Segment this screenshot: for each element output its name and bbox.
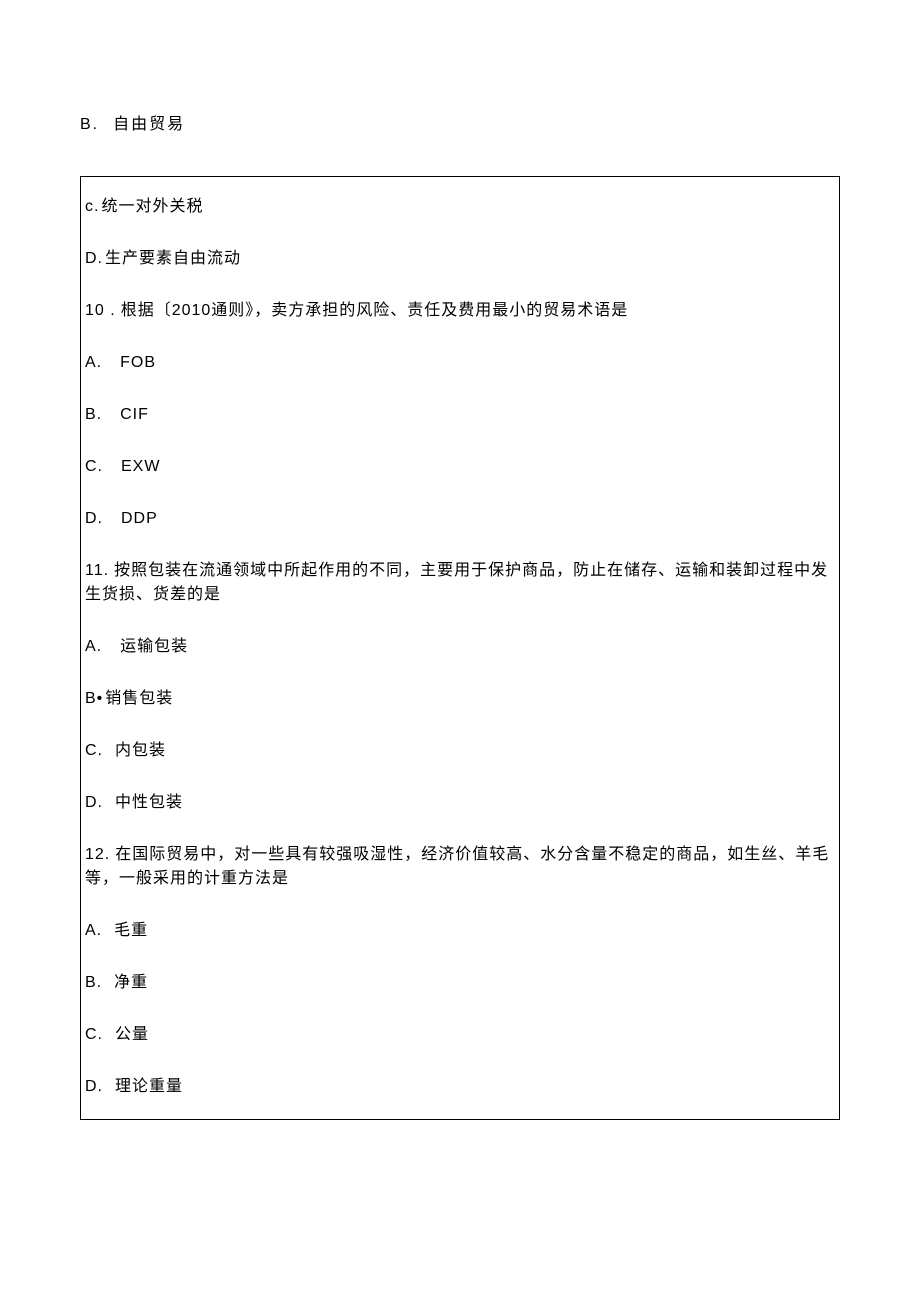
- option-c: c.统一对外关税: [85, 195, 835, 219]
- option-text: 销售包装: [105, 690, 173, 707]
- option-text: CIF: [120, 406, 149, 423]
- q11-option-a: A. 运输包装: [85, 635, 835, 659]
- option-d: D.生产要素自由流动: [85, 247, 835, 271]
- q12-option-c: C. 公量: [85, 1023, 835, 1047]
- option-b-outer: B. 自由贸易: [80, 110, 840, 134]
- option-label: B.: [85, 406, 102, 423]
- option-text: 净重: [114, 974, 148, 991]
- option-text: 自由贸易: [113, 116, 185, 133]
- question-text-before: 根据〔: [121, 302, 172, 319]
- q12-option-b: B. 净重: [85, 971, 835, 995]
- option-label: A.: [85, 922, 102, 939]
- q11-option-b: B•销售包装: [85, 687, 835, 711]
- option-text: 统一对外关税: [101, 198, 203, 215]
- q11-option-c: C. 内包装: [85, 739, 835, 763]
- option-label: D.: [85, 1078, 103, 1095]
- option-text: 理论重量: [115, 1078, 183, 1095]
- option-label: c.: [85, 198, 99, 215]
- option-label: B.: [80, 116, 99, 133]
- q10-option-a: A. FOB: [85, 351, 835, 375]
- question-text-after: 通则》，卖方承担的风险、责任及费用最小的贸易术语是: [211, 302, 628, 319]
- question-12: 12. 在国际贸易中，对一些具有较强吸湿性，经济价值较高、水分含量不稳定的商品，…: [85, 843, 835, 891]
- option-label: C.: [85, 1026, 103, 1043]
- option-label: B.: [85, 974, 102, 991]
- option-text: 运输包装: [120, 638, 188, 655]
- question-number: 12.: [85, 846, 110, 863]
- q10-option-d: D. DDP: [85, 507, 835, 531]
- option-text: EXW: [121, 458, 160, 475]
- option-label: D.: [85, 250, 103, 267]
- option-label: D.: [85, 794, 103, 811]
- option-text: 毛重: [114, 922, 148, 939]
- option-label: C.: [85, 742, 103, 759]
- question-11: 11. 按照包装在流通领域中所起作用的不同，主要用于保护商品，防止在储存、运输和…: [85, 559, 835, 607]
- question-number: 11.: [85, 562, 109, 579]
- option-text: FOB: [120, 354, 156, 371]
- option-label: A.: [85, 354, 102, 371]
- q12-option-a: A. 毛重: [85, 919, 835, 943]
- question-latin: 2010: [172, 302, 212, 319]
- option-label: D.: [85, 510, 103, 527]
- option-label: C.: [85, 458, 103, 475]
- question-text: 在国际贸易中，对一些具有较强吸湿性，经济价值较高、水分含量不稳定的商品，如生丝、…: [85, 846, 829, 887]
- q10-option-c: C. EXW: [85, 455, 835, 479]
- question-10: 10 . 根据〔2010通则》，卖方承担的风险、责任及费用最小的贸易术语是: [85, 299, 835, 323]
- q12-option-d: D. 理论重量: [85, 1075, 835, 1099]
- question-text: 按照包装在流通领域中所起作用的不同，主要用于保护商品，防止在储存、运输和装卸过程…: [85, 562, 828, 603]
- option-text: 内包装: [115, 742, 166, 759]
- option-text: 中性包装: [115, 794, 183, 811]
- option-label: A.: [85, 638, 102, 655]
- option-text: DDP: [121, 510, 158, 527]
- content-box: c.统一对外关税 D.生产要素自由流动 10 . 根据〔2010通则》，卖方承担…: [80, 176, 840, 1120]
- question-number: 10 .: [85, 302, 116, 319]
- q11-option-d: D. 中性包装: [85, 791, 835, 815]
- option-text: 生产要素自由流动: [105, 250, 241, 267]
- document-page: B.自由贸易 c.统一对外关税 D.生产要素自由流动 10 . 根据〔2010通…: [0, 0, 920, 1120]
- option-label: B•: [85, 690, 103, 707]
- option-text: 公量: [115, 1026, 149, 1043]
- q10-option-b: B. CIF: [85, 403, 835, 427]
